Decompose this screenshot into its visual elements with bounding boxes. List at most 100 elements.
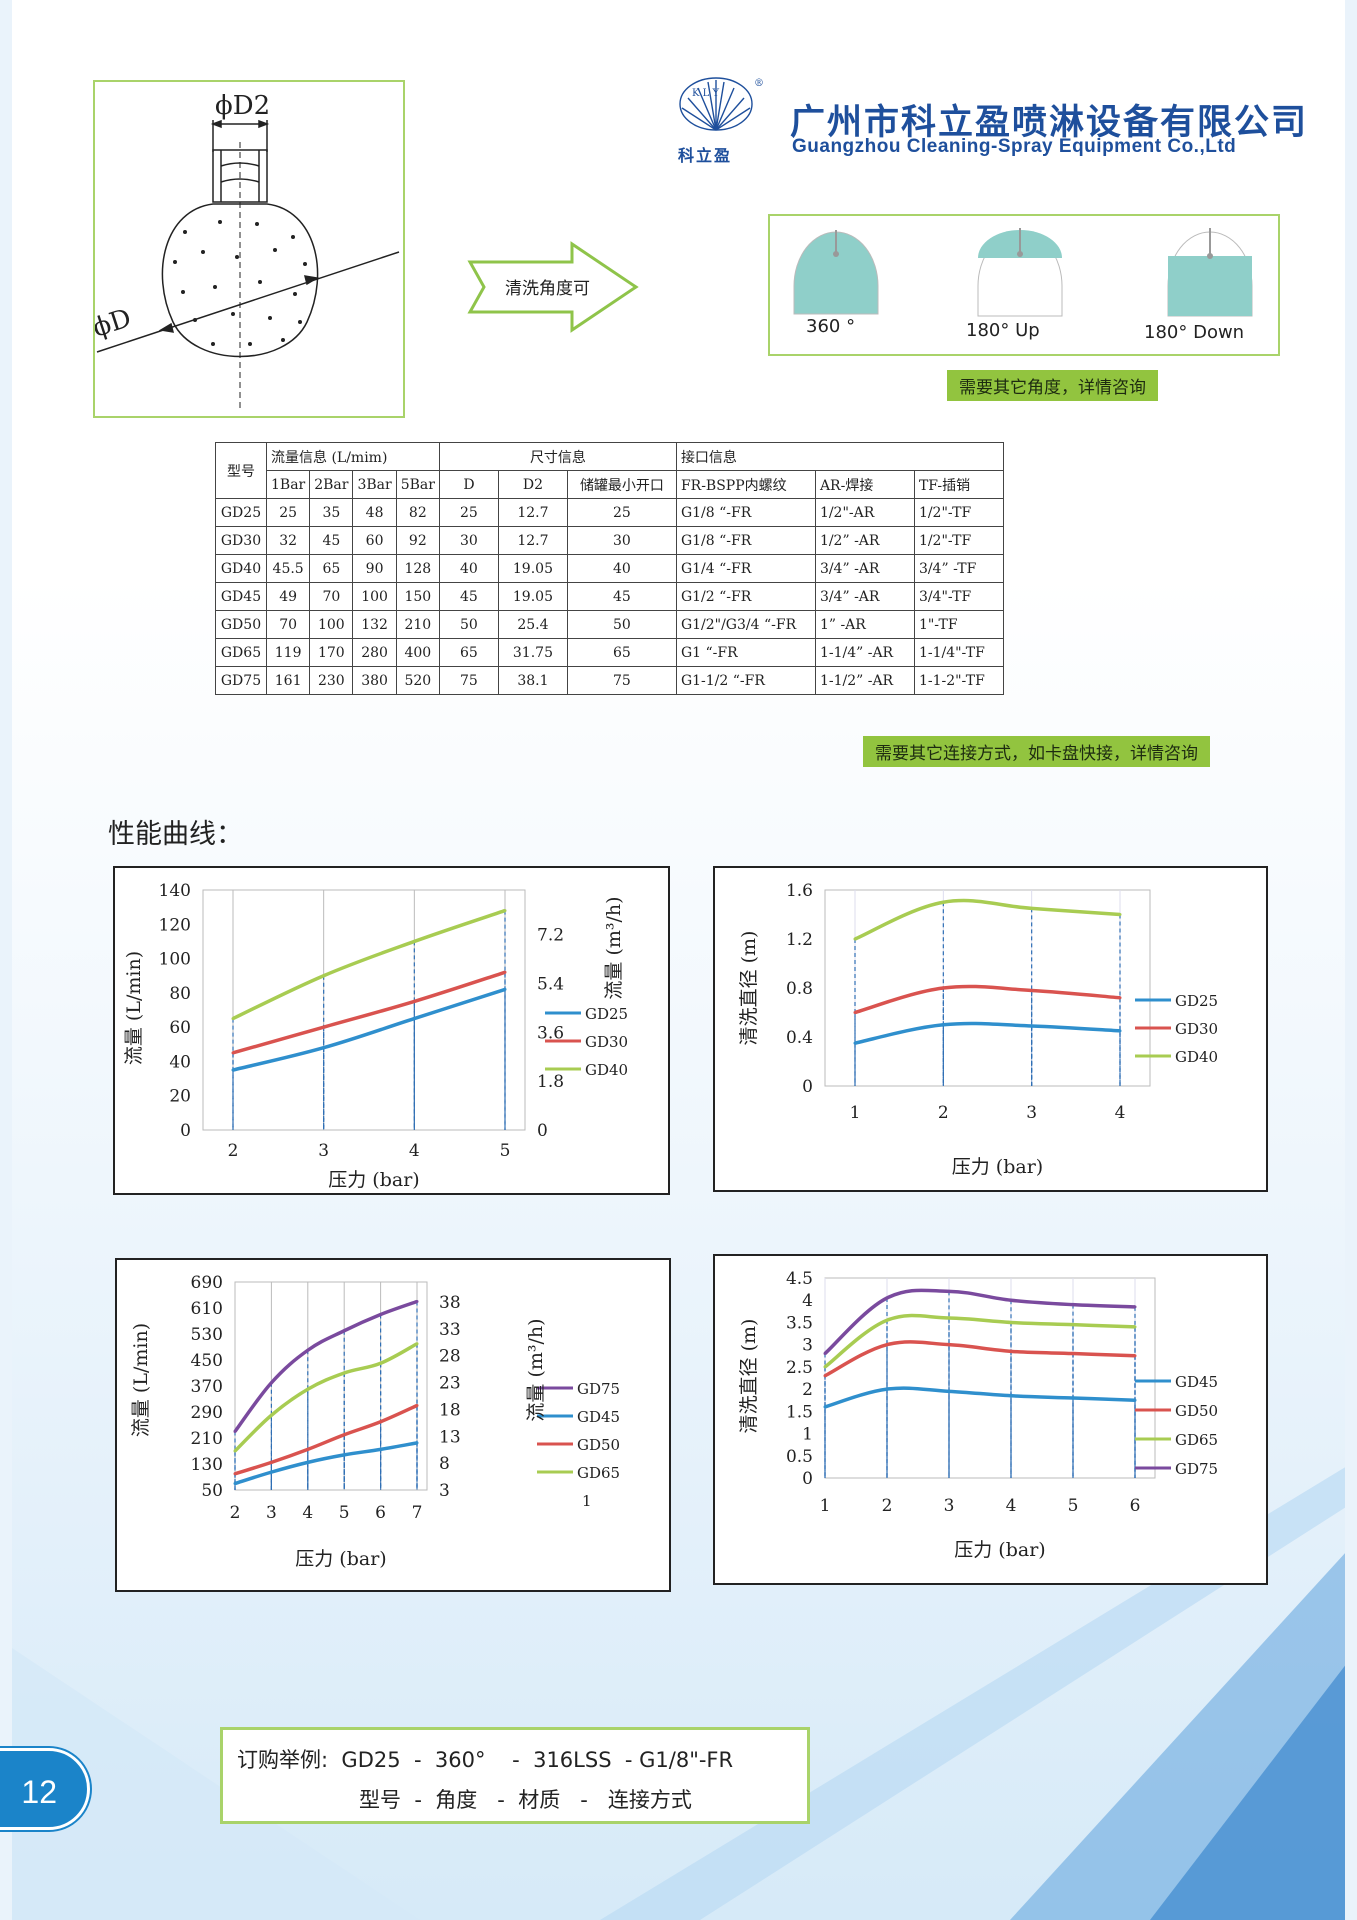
- data-point: [269, 1413, 273, 1417]
- table-cell: 119: [265, 638, 311, 667]
- legend-extra: 1: [582, 1492, 592, 1510]
- connection-note: 需要其它连接方式，如卡盘快接，详情咨询: [863, 736, 1210, 767]
- table-cell: 30: [438, 526, 499, 555]
- header-connection: 接口信息: [675, 442, 1004, 471]
- data-point: [1009, 1349, 1013, 1353]
- data-point: [1009, 1320, 1013, 1324]
- data-point: [415, 1441, 419, 1445]
- data-point: [823, 1374, 827, 1378]
- angle-360-diagram: [793, 230, 879, 315]
- data-point: [885, 1296, 889, 1300]
- data-point: [885, 1318, 889, 1322]
- arrow-shape: [467, 241, 639, 333]
- nozzle-drawing-box: ϕD2 ϕD: [89, 80, 405, 418]
- x-tick-label: 2: [228, 1141, 239, 1161]
- table-cell: 1/2"-TF: [913, 498, 1004, 527]
- y-tick-label: 610: [191, 1299, 223, 1319]
- y2-tick-label: 18: [439, 1400, 461, 1420]
- data-point: [231, 1068, 235, 1072]
- table-header-sub-3bar: 3Bar: [352, 470, 397, 499]
- data-point: [233, 1472, 237, 1476]
- data-point: [1133, 1325, 1137, 1329]
- x-axis-label: 压力 (bar): [328, 1169, 419, 1191]
- table-cell: 3/4"-TF: [913, 582, 1004, 611]
- y2-tick-label: 33: [439, 1320, 461, 1340]
- table-row: GD40 45.5 65 90 128 40 19.05 40 G1/4 “-FR 3/4” -A…: [215, 554, 1004, 583]
- table-cell: 400: [395, 638, 440, 667]
- series-line-gd50: [824, 1340, 1136, 1378]
- y-tick-label: 0: [802, 1077, 813, 1097]
- y2-tick-label: 5.4: [537, 975, 564, 995]
- table-cell: 3/4” -AR: [814, 554, 915, 583]
- table-cell: 150: [395, 582, 440, 611]
- table-cell: 92: [395, 526, 440, 555]
- series-line-gd30: [854, 984, 1121, 1015]
- x-axis-label: 压力 (bar): [954, 1539, 1045, 1561]
- table-cell: GD30: [215, 526, 267, 555]
- x-tick-label: 6: [1130, 1496, 1141, 1516]
- y2-tick-label: 13: [439, 1427, 461, 1447]
- y2-axis-label: 流量 (m³/h): [525, 1318, 547, 1421]
- table-cell: 19.05: [497, 554, 568, 583]
- y-tick-label: 530: [191, 1325, 223, 1345]
- data-point: [306, 1348, 310, 1352]
- table-cell: 520: [395, 666, 440, 695]
- x-tick-label: 6: [375, 1503, 386, 1523]
- table-cell: 128: [395, 554, 440, 583]
- angle-360-label: 360 °: [806, 316, 856, 337]
- table-cell: 31.75: [497, 638, 568, 667]
- table-cell: 100: [352, 582, 397, 611]
- table-cell: 48: [352, 498, 397, 527]
- y-tick-label: 80: [169, 984, 191, 1004]
- y2-tick-label: 3: [439, 1481, 450, 1501]
- data-point: [941, 986, 945, 990]
- data-point: [941, 900, 945, 904]
- table-header-sub-1bar: 1Bar: [265, 470, 311, 499]
- data-point: [233, 1449, 237, 1453]
- data-point: [269, 1460, 273, 1464]
- table-cell: 1/2” -AR: [814, 526, 915, 555]
- data-point: [415, 1404, 419, 1407]
- y-tick-label: 0.5: [786, 1447, 813, 1467]
- data-point: [1030, 988, 1034, 992]
- chart-flow-gd25-40: 0 20 40 60 80 100 120 140 0 1.8 3.6 5.4 7.2 2 3 4 5 GD25 G…: [113, 866, 670, 1195]
- x-tick-label: 2: [230, 1503, 241, 1523]
- data-point: [1133, 1354, 1137, 1358]
- table-cell: 380: [352, 666, 397, 695]
- chart-svg: 00.511.522.533.544.51 2 3 4 5 6GD45GD50GD65GD…: [738, 1269, 1218, 1561]
- data-point: [823, 1352, 827, 1356]
- chart-svg: 0 0.4 0.8 1.2 1.6 1 2 3 4 GD25 GD30 GD40 压力 (bar) 清洗直…: [738, 881, 1218, 1178]
- d2-dimension-label: ϕD2: [215, 91, 270, 121]
- table-cell: 40: [438, 554, 499, 583]
- legend-label: GD45: [1175, 1373, 1218, 1391]
- y-tick-label: 2.5: [786, 1358, 813, 1378]
- y2-axis-label: 流量 (m³/h): [603, 896, 625, 999]
- table-cell: 1-1/2” -AR: [814, 666, 915, 695]
- table-row: GD45 49 70 100 150 45 19.05 45 G1/2 “-FR 3/4” -AR…: [215, 582, 1004, 611]
- table-cell: 65: [566, 638, 677, 667]
- table-cell: G1/4 “-FR: [675, 554, 816, 583]
- data-point: [947, 1316, 951, 1320]
- table-row: GD30 32 45 60 92 30 12.7 30 G1/8 “-FR 1/2” -AR 1/2…: [215, 526, 1004, 555]
- angle-diagrams: [793, 228, 1253, 317]
- table-cell: G1/8 “-FR: [675, 526, 816, 555]
- table-cell: 45: [566, 582, 677, 611]
- y2-tick-label: 8: [439, 1454, 450, 1474]
- table-cell: 49: [265, 582, 311, 611]
- angle-180-down-label: 180° Down: [1144, 322, 1245, 343]
- table-cell: 100: [309, 610, 354, 639]
- x-tick-label: 3: [1026, 1103, 1037, 1123]
- table-row: GD50 70 100 132 210 50 25.4 50 G1/2"/G3/4 “-FR 1”…: [215, 610, 1004, 639]
- series-line-gd50: [234, 1403, 418, 1476]
- legend-label: GD30: [1175, 1020, 1218, 1038]
- table-cell: 40: [566, 554, 677, 583]
- table-header-sub-d2: D2: [497, 470, 568, 499]
- table-cell: G1 “-FR: [675, 638, 816, 667]
- legend-label: GD75: [1175, 1460, 1218, 1478]
- table-header-sub-d: D: [438, 470, 499, 499]
- y-tick-label: 40: [169, 1052, 191, 1072]
- y2-tick-label: 0: [537, 1121, 548, 1141]
- data-point: [1118, 913, 1122, 916]
- data-point: [947, 1343, 951, 1347]
